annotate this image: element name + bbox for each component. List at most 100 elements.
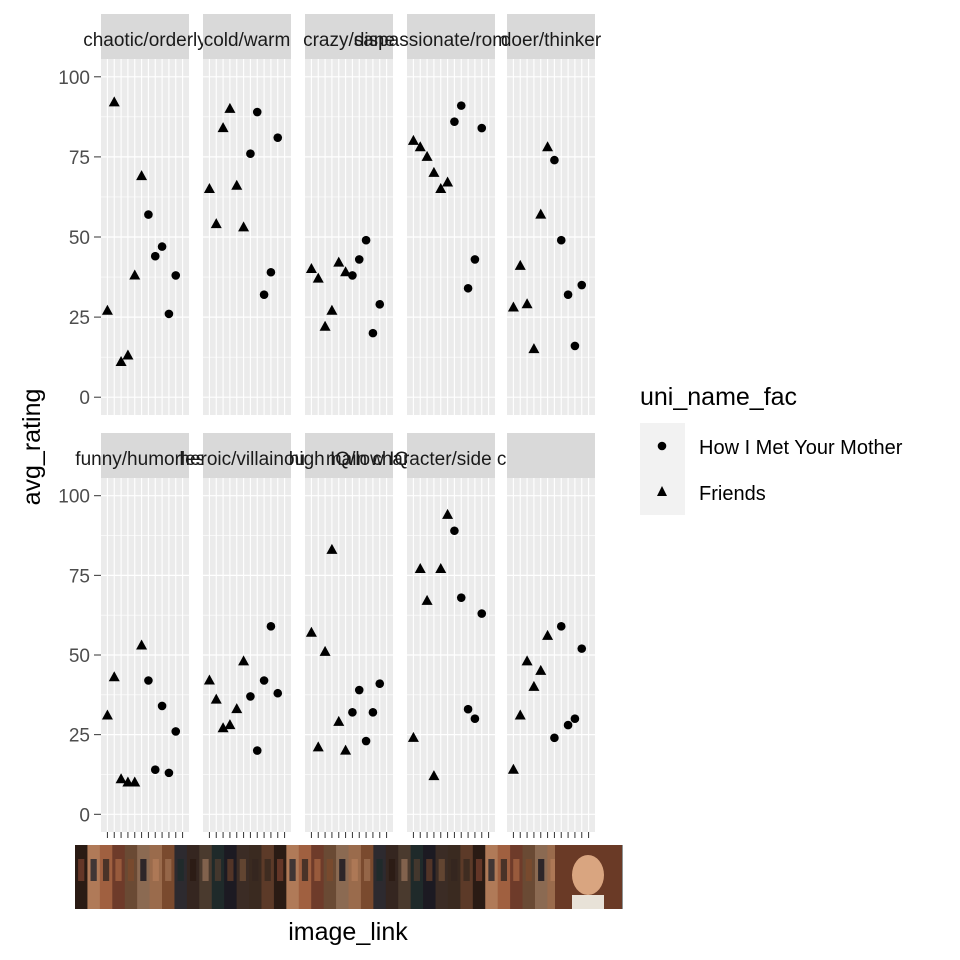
point-friends <box>312 272 324 283</box>
thumbnail-face <box>500 859 508 881</box>
point-himym <box>463 704 473 714</box>
point-friends <box>528 343 540 354</box>
y-tick-label: 75 <box>69 148 90 169</box>
point-himym <box>252 746 262 755</box>
point-friends <box>101 709 113 720</box>
strip-label: dispassionate/romantic <box>354 30 548 51</box>
point-himym <box>470 714 480 724</box>
point-friends <box>521 655 533 666</box>
thumbnail-face <box>413 859 420 881</box>
point-himym <box>150 251 160 261</box>
point-himym <box>550 155 559 165</box>
point-himym <box>252 107 262 117</box>
thumbnail-face <box>152 859 159 881</box>
strip-background <box>507 14 595 59</box>
point-friends <box>514 259 526 270</box>
point-himym <box>470 255 480 264</box>
thumbnail-face <box>202 859 209 881</box>
point-friends <box>542 141 554 152</box>
point-himym <box>354 685 364 695</box>
strip-background <box>407 433 495 478</box>
strip-label: doer/thinker <box>501 30 602 51</box>
thumbnail-face <box>388 859 396 881</box>
point-friends <box>136 639 148 650</box>
point-himym <box>157 242 167 251</box>
point-himym <box>171 727 181 736</box>
point-himym <box>556 235 566 245</box>
point-friends <box>442 508 454 519</box>
point-friends <box>326 543 338 554</box>
point-himym <box>144 676 153 685</box>
point-himym <box>477 123 487 133</box>
point-himym <box>144 210 153 219</box>
point-friends <box>428 770 440 781</box>
legend-label-himym: How I Met Your Mother <box>699 437 903 459</box>
point-himym <box>361 736 371 746</box>
point-friends <box>101 304 113 315</box>
thumbnail-face <box>572 855 604 895</box>
facet-panel: chaotic/orderly <box>83 14 207 415</box>
point-friends <box>507 301 519 312</box>
point-himym <box>556 622 566 631</box>
point-himym <box>259 290 269 299</box>
point-friends <box>333 256 345 267</box>
point-friends <box>535 664 547 675</box>
thumbnail-face <box>165 859 172 881</box>
point-himym <box>164 768 174 778</box>
strip-label: heroic/villainous <box>179 449 314 470</box>
point-himym <box>171 271 181 280</box>
point-friends <box>210 218 222 229</box>
thumbnail-face <box>451 859 458 881</box>
point-himym <box>450 526 459 536</box>
strip-background <box>507 433 595 478</box>
legend-title: uni_name_fac <box>640 383 797 411</box>
point-friends <box>108 671 120 682</box>
point-friends <box>217 722 229 733</box>
point-himym <box>375 299 385 309</box>
point-himym <box>246 692 255 701</box>
strip-background <box>203 14 291 59</box>
facet-panel: main character/side character <box>326 433 577 838</box>
facet-panel: doer/thinker <box>501 14 602 415</box>
thumbnail-face <box>488 859 495 881</box>
thumbnail-face <box>214 859 222 881</box>
x-axis-image-strip <box>75 845 623 909</box>
point-friends <box>514 709 526 720</box>
point-friends <box>333 715 345 726</box>
thumbnail-face <box>78 859 85 881</box>
y-tick-label: 0 <box>79 805 90 826</box>
thumbnail-face <box>140 859 147 881</box>
facet-panel: cold/warm <box>203 14 291 415</box>
strip-label: funny/humorless <box>75 449 214 470</box>
facet-panel: heroic/villainous <box>179 433 315 838</box>
facet-panel: crazy/sane <box>303 14 395 415</box>
thumbnail-face <box>538 859 545 881</box>
y-tick-label: 50 <box>69 228 90 249</box>
thumbnail-face <box>525 859 532 881</box>
strip-background <box>203 433 291 478</box>
point-friends <box>421 150 433 161</box>
point-himym <box>150 765 160 774</box>
strip-background <box>407 14 495 59</box>
thumbnail-face <box>364 859 371 881</box>
point-friends <box>521 298 533 309</box>
point-himym <box>266 622 276 631</box>
y-tick-label: 0 <box>79 388 90 409</box>
point-friends <box>407 134 419 145</box>
thumbnail-face <box>351 859 358 881</box>
point-himym <box>246 149 255 158</box>
point-friends <box>217 122 229 133</box>
point-friends <box>115 773 127 784</box>
legend-circle-icon <box>657 441 667 451</box>
facet-panel: high IQ/low IQ <box>289 433 409 838</box>
point-himym <box>375 679 385 688</box>
point-friends <box>528 680 540 691</box>
point-himym <box>450 117 459 126</box>
strip-background <box>101 14 189 59</box>
point-himym <box>456 593 466 602</box>
thumbnail-face <box>475 859 483 881</box>
thumbnail-face <box>301 859 309 881</box>
thumbnail-face <box>115 859 122 881</box>
point-himym <box>477 609 487 618</box>
